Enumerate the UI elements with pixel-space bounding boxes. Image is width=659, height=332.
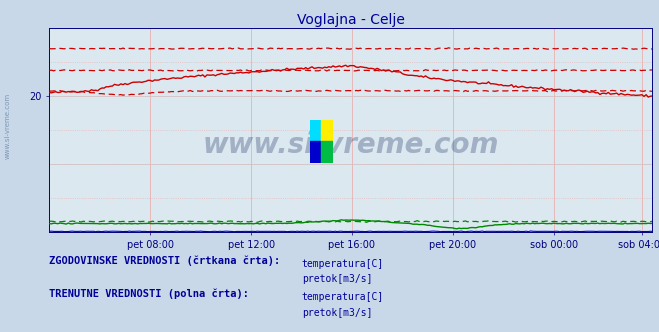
Polygon shape <box>322 120 333 141</box>
Text: ZGODOVINSKE VREDNOSTI (črtkana črta):: ZGODOVINSKE VREDNOSTI (črtkana črta): <box>49 255 281 266</box>
Text: TRENUTNE VREDNOSTI (polna črta):: TRENUTNE VREDNOSTI (polna črta): <box>49 289 249 299</box>
Polygon shape <box>322 141 333 163</box>
Text: temperatura[C]: temperatura[C] <box>302 292 384 302</box>
Text: www.si-vreme.com: www.si-vreme.com <box>203 130 499 159</box>
Text: pretok[m3/s]: pretok[m3/s] <box>302 308 372 318</box>
Title: Voglajna - Celje: Voglajna - Celje <box>297 13 405 27</box>
Text: www.si-vreme.com: www.si-vreme.com <box>5 93 11 159</box>
Text: temperatura[C]: temperatura[C] <box>302 259 384 269</box>
Polygon shape <box>310 141 322 163</box>
Polygon shape <box>310 120 322 141</box>
Text: pretok[m3/s]: pretok[m3/s] <box>302 274 372 284</box>
